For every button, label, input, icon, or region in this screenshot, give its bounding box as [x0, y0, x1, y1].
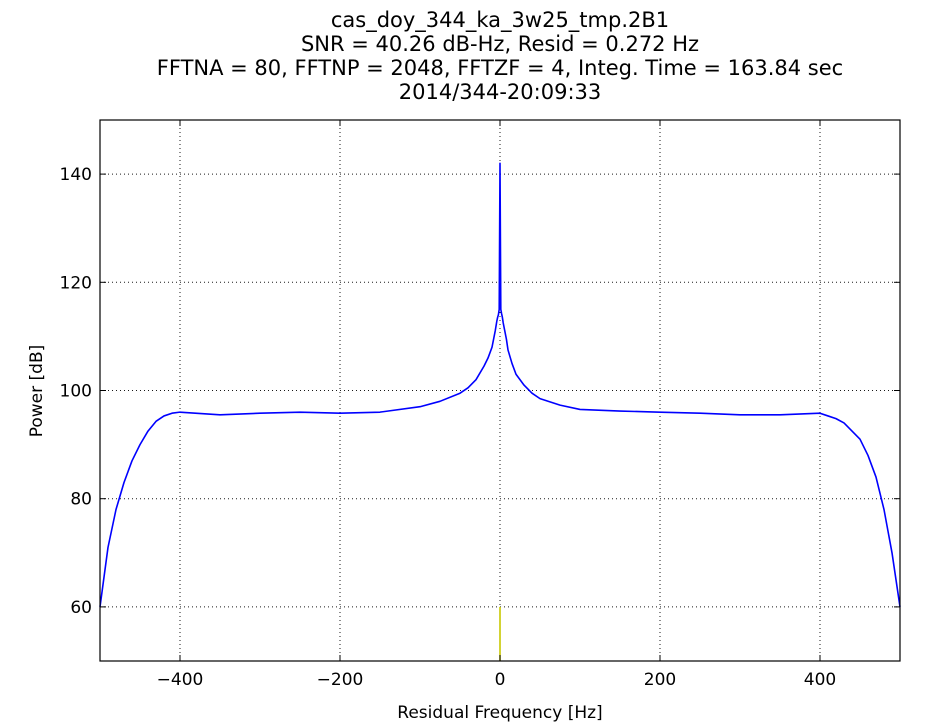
y-tick-label: 140 [60, 165, 92, 185]
y-tick-label: 80 [70, 490, 92, 510]
title-line-1: cas_doy_344_ka_3w25_tmp.2B1 [331, 8, 669, 33]
x-tick-label: 400 [804, 670, 836, 690]
title-line-2: SNR = 40.26 dB-Hz, Resid = 0.272 Hz [301, 32, 699, 56]
x-tick-label: −200 [317, 670, 364, 690]
title-line-4: 2014/344-20:09:33 [399, 80, 602, 104]
x-tick-label: 0 [495, 670, 506, 690]
y-tick-label: 60 [70, 598, 92, 618]
y-axis-ticks: 60 80 100 120 140 [60, 165, 900, 618]
x-axis-ticks: −400 −200 0 200 400 [157, 120, 836, 690]
x-axis-label: Residual Frequency [Hz] [397, 703, 602, 723]
y-axis-label: Power [dB] [27, 345, 47, 438]
title-line-3: FFTNA = 80, FFTNP = 2048, FFTZF = 4, Int… [157, 56, 843, 80]
y-tick-label: 100 [60, 382, 92, 402]
chart-title: cas_doy_344_ka_3w25_tmp.2B1 SNR = 40.26 … [157, 8, 843, 104]
plot-series [99, 162, 901, 661]
x-tick-label: −400 [157, 670, 204, 690]
y-tick-label: 120 [60, 273, 92, 293]
power-spectrum-line [99, 162, 901, 608]
x-tick-label: 200 [644, 670, 676, 690]
